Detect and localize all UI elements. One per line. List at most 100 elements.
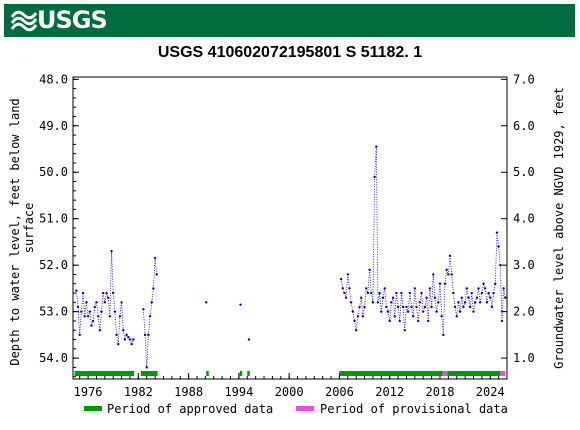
series-connector [424, 297, 427, 308]
series-connector [499, 265, 503, 321]
series-connector [503, 288, 506, 298]
series-connector [355, 316, 359, 331]
series-connector [153, 258, 156, 289]
data-point [406, 310, 410, 313]
data-point [348, 287, 351, 290]
series-connector [369, 269, 372, 294]
series-connector [80, 293, 84, 312]
data-point [494, 282, 497, 285]
data-point [96, 315, 100, 318]
series-connector [149, 302, 153, 317]
series-connector [117, 316, 121, 345]
usgs-logo-text: USGS [37, 6, 108, 34]
series-connector [96, 302, 99, 317]
series-connector [379, 293, 382, 312]
legend-provisional-label: Period of provisional data [320, 402, 508, 416]
series-connector [89, 311, 92, 326]
series-connector [354, 320, 357, 331]
data-point [410, 305, 413, 309]
data-point [343, 291, 346, 295]
data-point [420, 291, 423, 295]
series-connector [494, 232, 498, 284]
data-point [473, 301, 477, 304]
data-point [373, 175, 376, 179]
series-connector [454, 306, 458, 317]
data-point [492, 291, 495, 295]
data-point [452, 291, 455, 295]
x-tick-label: 1994 [224, 385, 253, 399]
data-point [427, 319, 430, 323]
series-connector [427, 288, 431, 321]
series-connector [389, 302, 392, 321]
data-point [91, 319, 95, 323]
series-connector [452, 292, 456, 308]
data-point [433, 296, 437, 299]
data-point [383, 287, 386, 290]
series-connector [464, 288, 468, 303]
series-connector [357, 306, 360, 317]
y-tick-label: 49.0 [39, 119, 68, 133]
approved-period-bar [74, 371, 135, 376]
series-connector [345, 274, 349, 298]
series-connector [484, 288, 488, 303]
data-point [390, 301, 393, 304]
series-connector [394, 293, 397, 317]
series-connector [104, 292, 107, 303]
series-connector [481, 283, 484, 294]
data-point [391, 296, 395, 299]
usgs-logo-icon [10, 10, 38, 32]
data-point [463, 301, 467, 304]
data-point [485, 301, 489, 304]
plot-frame [72, 76, 508, 380]
series-connector [362, 306, 365, 317]
data-point [360, 296, 363, 299]
data-point [413, 287, 417, 290]
data-point [127, 335, 130, 339]
data-point [83, 315, 86, 318]
series-connector [436, 302, 439, 312]
series-connector [432, 274, 436, 298]
series-connector [142, 309, 146, 335]
provisional-period-bar [500, 371, 506, 376]
series-connector [399, 293, 402, 321]
y2-tick-label: 3.0 [513, 258, 535, 272]
data-point [462, 305, 465, 309]
data-point [145, 366, 148, 369]
series-connector [451, 274, 454, 294]
y-axis-label-line1: Depth to water level, feet below land [8, 98, 22, 365]
data-point [497, 245, 500, 248]
approved-period-bar [247, 371, 250, 376]
data-point [478, 301, 482, 304]
series-connector [119, 302, 122, 317]
data-point [112, 291, 115, 295]
legend-approved-swatch [84, 406, 102, 411]
series-connector [412, 288, 416, 317]
data-point [349, 301, 353, 304]
series-connector [473, 302, 476, 312]
data-point [105, 291, 108, 295]
series-connector [349, 288, 352, 303]
data-point [502, 287, 505, 290]
series-connector [144, 334, 148, 368]
data-point [148, 315, 152, 318]
series-connector [402, 306, 406, 331]
data-point [122, 329, 125, 332]
data-point [118, 315, 122, 318]
series-connector [146, 334, 149, 368]
x-tick-label: 2012 [375, 385, 404, 399]
series-connector [461, 297, 464, 308]
data-point [155, 273, 158, 276]
data-point [375, 145, 378, 148]
series-connector [387, 311, 391, 321]
approved-period-bar [140, 371, 158, 376]
data-point [80, 310, 83, 313]
data-point [428, 287, 432, 290]
series-connector [114, 311, 117, 335]
data-point [447, 273, 450, 276]
data-point [396, 305, 400, 309]
series-connector [431, 274, 434, 308]
data-point [453, 305, 457, 309]
data-point [353, 319, 356, 323]
data-point [405, 305, 408, 309]
data-point [442, 333, 445, 337]
